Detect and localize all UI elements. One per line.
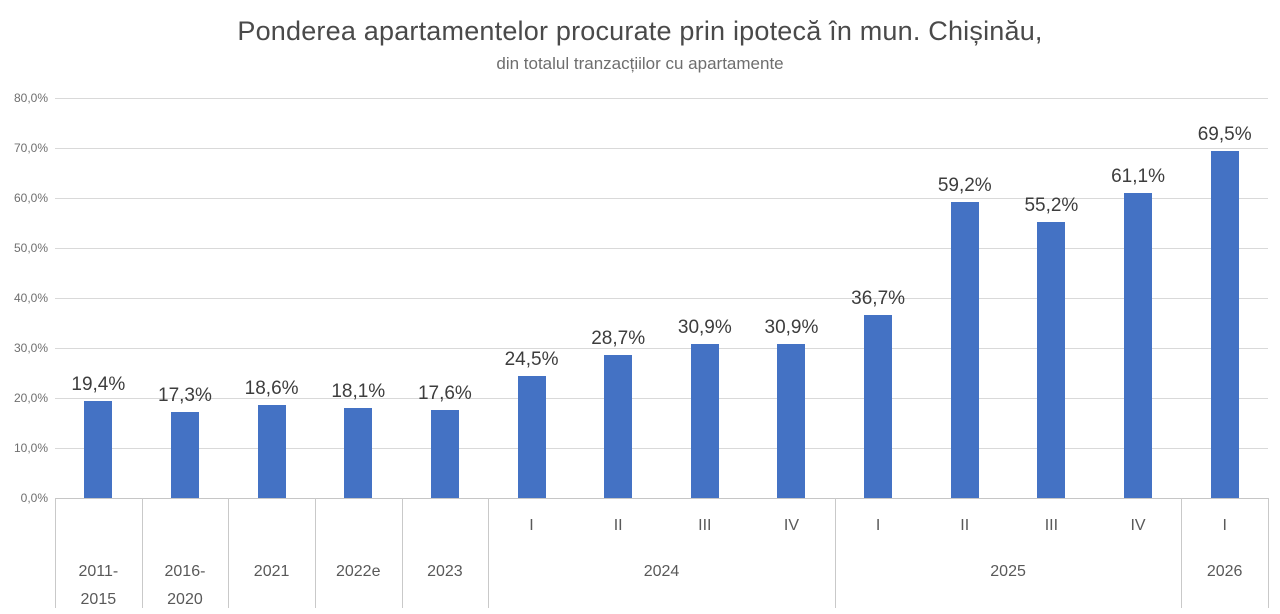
y-tick-label: 40,0%: [13, 291, 48, 305]
bar-value-label: 17,6%: [417, 383, 472, 404]
bar-value-label: 69,5%: [1197, 123, 1252, 145]
y-tick-label: 70,0%: [13, 141, 48, 155]
bar: [950, 202, 979, 498]
year-group-label: 2016- 2020: [164, 563, 206, 608]
bar-value-label: 24,5%: [504, 348, 559, 370]
y-tick-label: 30,0%: [13, 341, 48, 355]
bar: [604, 354, 633, 498]
category-divider: [141, 498, 143, 608]
gridline: [55, 198, 1268, 199]
gridline: [55, 448, 1268, 449]
gridline: [55, 298, 1268, 299]
category-divider: [1181, 498, 1183, 608]
bar-value-label: 30,9%: [764, 316, 819, 338]
bar-value-label: 30,9%: [677, 316, 732, 338]
category-divider: [834, 498, 836, 608]
bar: [430, 410, 459, 498]
year-group-label: 2023: [427, 563, 463, 580]
bar-value-label: 55,2%: [1024, 195, 1079, 216]
year-group-label: 2022e: [335, 563, 381, 580]
gridline: [55, 248, 1268, 249]
chart-subtitle: din totalul tranzacțiilor cu apartamente: [496, 54, 784, 73]
gridline: [55, 148, 1268, 149]
category-divider: [55, 498, 56, 608]
quarter-tick-label: I: [875, 517, 881, 534]
chart-title: Ponderea apartamentelor procurate prin i…: [237, 16, 1043, 46]
bar-value-label: 18,6%: [244, 378, 299, 399]
y-tick-label: 20,0%: [13, 391, 48, 405]
gridline: [55, 348, 1268, 349]
quarter-tick-label: III: [698, 517, 712, 534]
y-tick-label: 60,0%: [13, 191, 48, 205]
bar-value-label: 19,4%: [71, 374, 126, 395]
bar: [517, 375, 546, 498]
bar: [257, 405, 286, 498]
x-axis-line: [55, 498, 1268, 499]
y-tick-label: 80,0%: [13, 91, 48, 105]
bar-value-label: 36,7%: [851, 287, 906, 309]
y-tick-label: 0,0%: [20, 491, 48, 505]
bar: [690, 343, 719, 498]
bar-value-label: 28,7%: [591, 327, 646, 349]
bar: [344, 407, 373, 498]
category-divider: [488, 498, 490, 608]
quarter-tick-label: II: [613, 517, 623, 534]
bar-value-label: 59,2%: [937, 175, 992, 196]
y-tick-label: 50,0%: [13, 241, 48, 255]
category-divider: [1268, 498, 1269, 608]
bar: [1037, 222, 1066, 498]
quarter-tick-label: II: [960, 517, 970, 534]
category-divider: [228, 498, 230, 608]
bar: [864, 314, 893, 498]
bar-value-label: 61,1%: [1111, 165, 1165, 187]
quarter-tick-label: I: [1222, 517, 1227, 534]
year-group-label: 2025: [990, 563, 1026, 580]
category-divider: [314, 498, 316, 608]
quarter-tick-label: IV: [783, 517, 800, 534]
quarter-tick-label: IV: [1130, 517, 1146, 534]
bar: [1210, 150, 1239, 498]
year-group-label: 2026: [1206, 563, 1243, 580]
category-divider: [401, 498, 403, 608]
bar: [1124, 192, 1153, 498]
gridline: [55, 98, 1268, 99]
year-group-label: 2021: [253, 563, 290, 580]
gridline: [55, 398, 1268, 399]
bar-value-label: 18,1%: [331, 380, 386, 402]
year-group-label: 2011- 2015: [78, 563, 119, 608]
bar-value-label: 17,3%: [158, 384, 212, 406]
bar: [84, 401, 113, 498]
quarter-tick-label: III: [1044, 517, 1059, 534]
y-tick-label: 10,0%: [13, 441, 48, 455]
bar: [170, 411, 199, 498]
quarter-tick-label: I: [529, 517, 534, 534]
bar: [777, 343, 806, 498]
year-group-label: 2024: [643, 563, 680, 580]
